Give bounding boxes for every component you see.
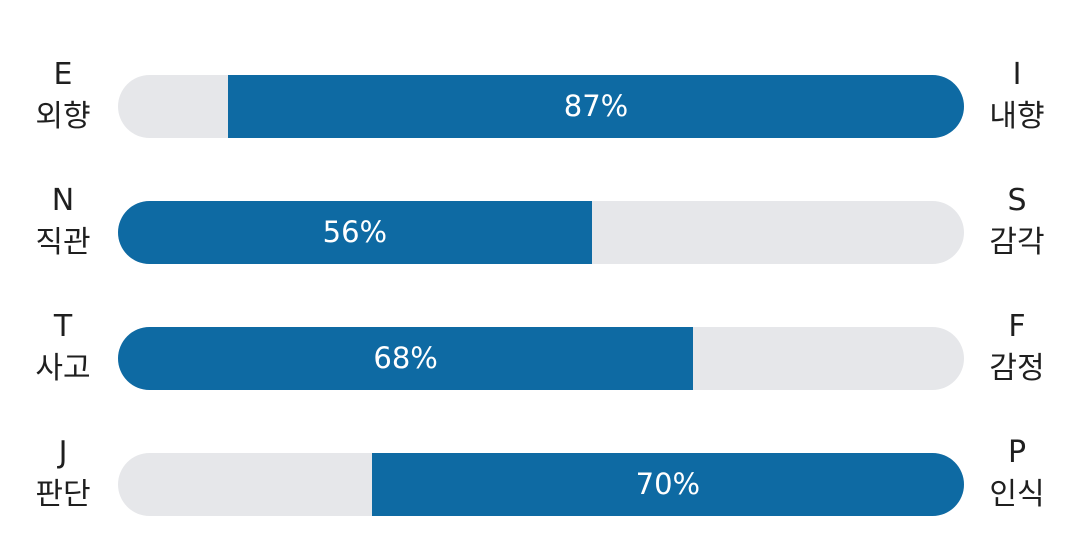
right-trait-word: 감각 <box>989 225 1045 260</box>
right-trait-letter: P <box>1007 435 1027 470</box>
right-trait-label: P 인식 <box>972 433 1062 515</box>
bar-percent-label: 87% <box>563 89 629 123</box>
right-trait-label: I 내향 <box>972 55 1062 137</box>
chart-row: N 직관 56% S 감각 <box>0 181 1080 307</box>
right-trait-letter: I <box>1012 57 1022 92</box>
left-trait-letter: N <box>51 183 75 218</box>
right-trait-letter: S <box>1007 183 1027 218</box>
right-trait-label: F 감정 <box>972 307 1062 389</box>
left-trait-label: N 직관 <box>18 181 108 263</box>
left-trait-letter: J <box>58 435 68 470</box>
left-trait-letter: T <box>53 309 73 344</box>
left-trait-word: 판단 <box>35 477 91 512</box>
bar-track: 68% <box>118 327 964 390</box>
right-trait-letter: F <box>1008 309 1026 344</box>
left-trait-label: T 사고 <box>18 307 108 389</box>
left-trait-word: 사고 <box>35 351 91 386</box>
left-trait-label: E 외향 <box>18 55 108 137</box>
left-trait-word: 외향 <box>35 99 91 134</box>
right-trait-label: S 감각 <box>972 181 1062 263</box>
bar-fill <box>118 201 592 264</box>
left-trait-word: 직관 <box>35 225 91 260</box>
chart-row: J 판단 70% P 인식 <box>0 433 1080 559</box>
bar-percent-label: 56% <box>322 215 388 249</box>
right-trait-word: 감정 <box>989 351 1045 386</box>
bar-percent-label: 70% <box>635 467 701 501</box>
bar-track: 87% <box>118 75 964 138</box>
left-trait-letter: E <box>53 57 73 92</box>
chart-row: T 사고 68% F 감정 <box>0 307 1080 433</box>
right-trait-word: 인식 <box>989 477 1045 512</box>
left-trait-label: J 판단 <box>18 433 108 515</box>
bar-track: 70% <box>118 453 964 516</box>
chart-row: E 외향 87% I 내향 <box>0 55 1080 181</box>
bar-percent-label: 68% <box>373 341 438 375</box>
bar-track: 56% <box>118 201 964 264</box>
bar-fill <box>227 75 964 138</box>
bar-fill <box>371 453 964 516</box>
bar-fill <box>118 327 694 390</box>
right-trait-word: 내향 <box>989 99 1045 134</box>
